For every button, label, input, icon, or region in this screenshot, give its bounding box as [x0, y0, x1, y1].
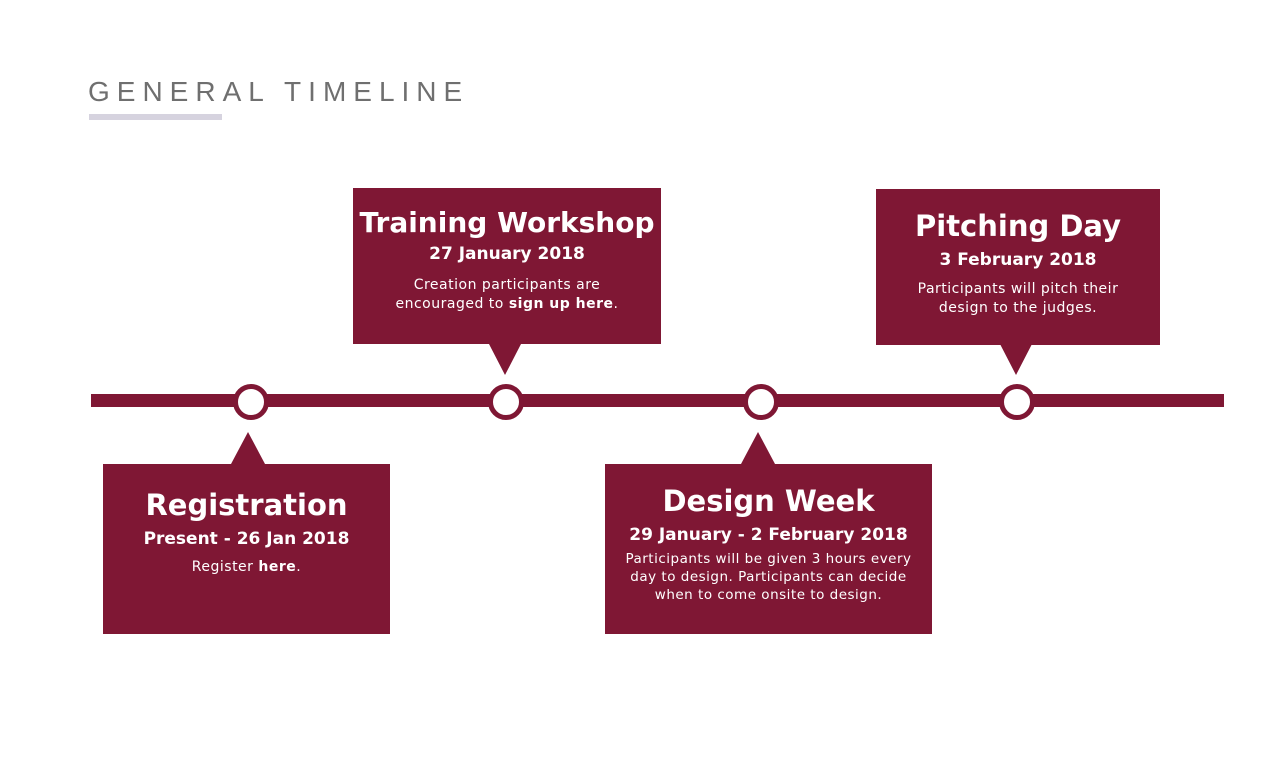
event-description: Participants will be given 3 hours every…	[625, 551, 912, 604]
callout-pointer	[489, 344, 521, 375]
event-title: Design Week	[662, 484, 875, 518]
heading-underline	[89, 114, 222, 120]
event-date: Present - 26 Jan 2018	[143, 528, 350, 549]
timeline-node-design-week	[743, 384, 779, 420]
callout-pointer	[231, 432, 265, 464]
timeline-node-registration	[233, 384, 269, 420]
callout-pointer	[741, 432, 775, 464]
timeline-heading: GENERAL TIMELINE	[88, 76, 470, 107]
event-date: 27 January 2018	[429, 243, 585, 264]
event-title: Registration	[145, 488, 348, 522]
event-description: Creation participants are encouraged to …	[387, 276, 627, 314]
sign-up-link[interactable]: sign up here	[508, 295, 614, 312]
event-card-training-workshop: Training Workshop 27 January 2018 Creati…	[353, 188, 661, 344]
timeline-node-training-workshop	[488, 384, 524, 420]
callout-pointer	[1000, 344, 1032, 375]
event-card-registration: Registration Present - 26 Jan 2018 Regis…	[103, 464, 390, 634]
event-title: Pitching Day	[915, 209, 1121, 243]
timeline-node-pitching-day	[999, 384, 1035, 420]
timeline-track	[91, 394, 1224, 407]
event-title: Training Workshop	[359, 206, 655, 239]
event-description-end: .	[613, 295, 619, 312]
event-date: 3 February 2018	[939, 249, 1097, 270]
event-card-design-week: Design Week 29 January - 2 February 2018…	[605, 464, 932, 634]
register-link[interactable]: here	[258, 559, 297, 576]
event-date: 29 January - 2 February 2018	[629, 524, 908, 545]
event-card-pitching-day: Pitching Day 3 February 2018 Participant…	[876, 189, 1160, 345]
event-description-end: .	[296, 559, 302, 576]
event-description-text: Creation participants are encouraged to	[395, 276, 601, 312]
event-description: Register here.	[103, 558, 390, 577]
event-description-text: Register	[191, 559, 259, 576]
event-description: Participants will pitch their design to …	[917, 281, 1119, 317]
